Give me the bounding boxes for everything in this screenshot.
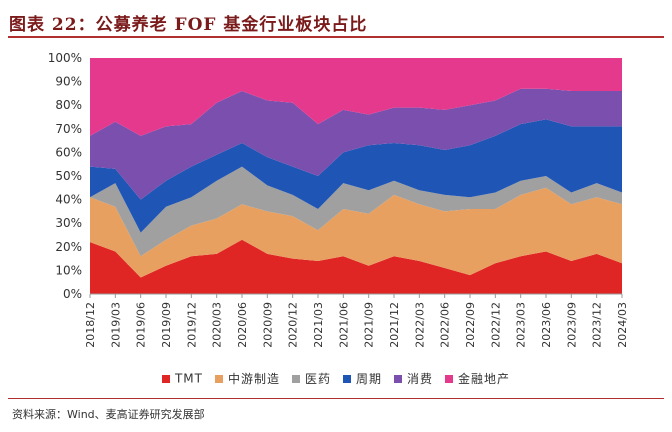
y-tick-label: 0% [63, 287, 82, 301]
area-series-4 [90, 88, 622, 200]
y-tick-label: 100% [48, 51, 82, 65]
x-tick-label: 2019/03 [109, 302, 122, 348]
area-series-3 [90, 119, 622, 233]
x-tick-label: 2020/03 [211, 302, 224, 348]
x-tick-label: 2021/09 [363, 302, 376, 348]
title-rule [8, 36, 664, 38]
y-tick-label: 10% [55, 263, 82, 277]
y-tick-label: 90% [55, 75, 82, 89]
legend-label: TMT [174, 371, 203, 386]
area-series-5 [90, 58, 622, 136]
y-tick-label: 20% [55, 240, 82, 254]
x-tick-label: 2023/09 [565, 302, 578, 348]
x-tick-label: 2020/12 [287, 302, 300, 348]
x-tick-label: 2020/09 [261, 302, 274, 348]
y-tick-label: 40% [55, 193, 82, 207]
chart-title: 图表 22：公募养老 FOF 基金行业板块占比 [9, 15, 368, 35]
x-tick-label: 2023/03 [515, 302, 528, 348]
x-tick-label: 2021/12 [388, 302, 401, 348]
x-tick-label: 2020/06 [236, 302, 249, 348]
legend-item: 周期 [343, 370, 382, 387]
y-tick-label: 70% [55, 122, 82, 136]
x-tick-label: 2018/12 [84, 302, 97, 348]
y-tick-label: 50% [55, 169, 82, 183]
area-series-0 [90, 239, 622, 294]
area-series-1 [90, 187, 622, 278]
y-tick-label: 80% [55, 98, 82, 112]
legend-label: 医药 [304, 372, 331, 386]
legend-item: 中游制造 [214, 370, 280, 387]
legend-item: 消费 [394, 370, 433, 387]
source-rule [8, 398, 664, 399]
source-note: 资料来源：Wind、麦高证券研究发展部 [12, 408, 205, 421]
x-tick-label: 2022/09 [464, 302, 477, 348]
legend-swatch [343, 374, 351, 383]
chart-legend: TMT 中游制造 医药 周期 消费 金融地产 [0, 370, 672, 387]
legend-swatch [214, 374, 223, 383]
x-tick-label: 2019/06 [135, 302, 148, 348]
x-tick-label: 2024/03 [616, 302, 629, 348]
legend-label: 消费 [407, 372, 434, 386]
x-tick-label: 2022/03 [413, 302, 426, 348]
legend-label: 金融地产 [458, 372, 511, 386]
x-tick-label: 2019/12 [185, 302, 198, 348]
legend-swatch [445, 374, 454, 383]
area-series-2 [90, 166, 622, 257]
x-tick-label: 2022/06 [439, 302, 452, 348]
legend-swatch [161, 374, 170, 383]
x-tick-label: 2021/03 [312, 302, 325, 348]
x-tick-label: 2022/12 [489, 302, 502, 348]
legend-swatch [394, 374, 403, 383]
x-tick-label: 2023/06 [540, 302, 553, 348]
x-tick-label: 2019/09 [160, 302, 173, 348]
legend-swatch [291, 374, 300, 383]
legend-item: TMT [161, 371, 203, 386]
legend-item: 金融地产 [445, 370, 510, 387]
legend-item: 医药 [291, 370, 331, 387]
y-tick-label: 60% [55, 145, 82, 159]
legend-label: 中游制造 [227, 372, 280, 386]
legend-label: 周期 [356, 372, 383, 386]
x-tick-label: 2023/12 [591, 302, 604, 348]
y-tick-label: 30% [55, 216, 82, 230]
x-tick-label: 2021/06 [337, 302, 350, 348]
